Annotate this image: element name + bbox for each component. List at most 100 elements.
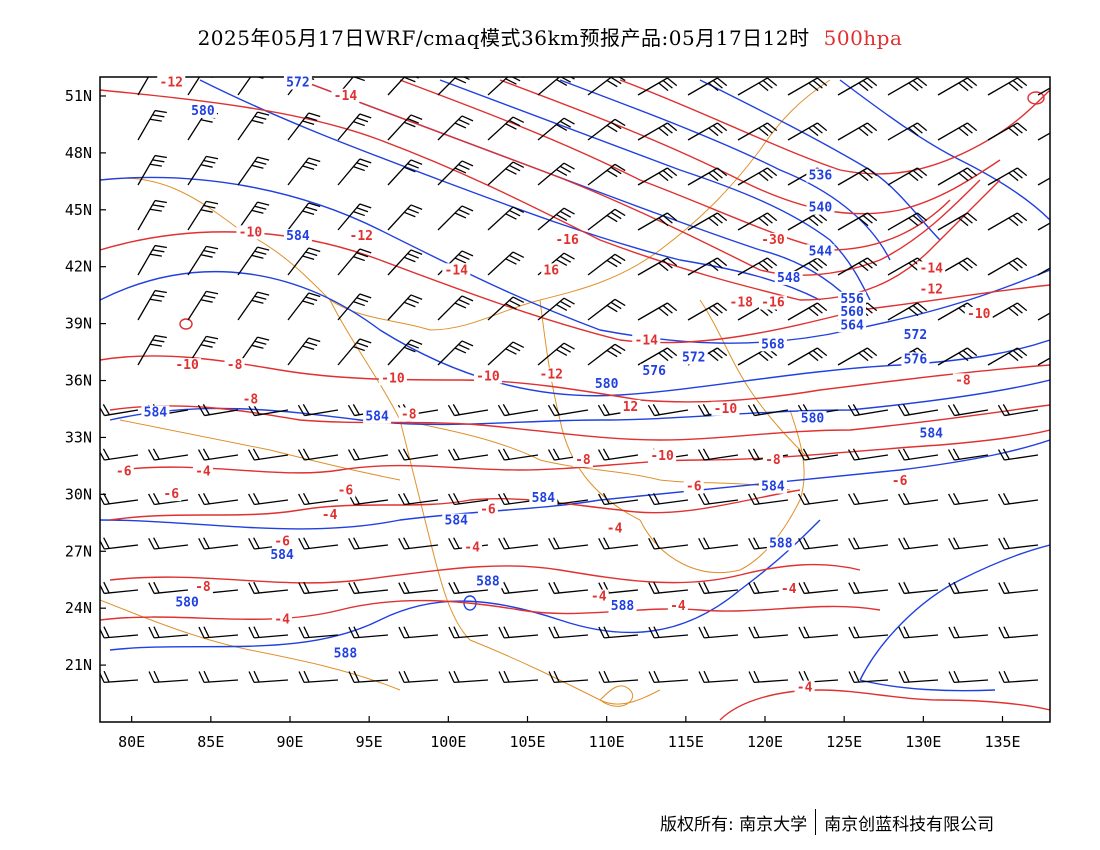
wind-barb-feather xyxy=(708,217,719,227)
lat-tick-label: 24N xyxy=(65,599,92,617)
height-contour-label-bg xyxy=(473,574,502,589)
lat-tick-label: 42N xyxy=(65,258,92,276)
wind-barb-feather xyxy=(667,167,678,177)
wind-barb xyxy=(937,302,968,321)
wind-barb-feather xyxy=(717,212,728,222)
wind-barb-feather xyxy=(200,209,213,213)
temperature-contour-label: -8 xyxy=(243,392,259,407)
wind-barb-feather xyxy=(556,259,568,267)
wind-barb xyxy=(587,208,616,231)
wind-barb-feather xyxy=(658,307,669,317)
wind-barb-feather xyxy=(100,583,105,594)
wind-barb-feather xyxy=(402,492,410,505)
temperature-contour-label-bg xyxy=(588,589,609,604)
wind-barb-feather xyxy=(149,298,162,302)
wind-barb-feather xyxy=(658,352,669,362)
wind-barb xyxy=(687,302,718,321)
temperature-contour-label: -6 xyxy=(686,480,702,495)
wind-barb-feather xyxy=(812,304,823,314)
wind-barb-feather xyxy=(303,670,310,683)
wind-barb xyxy=(604,499,639,506)
lon-tick-label: 135E xyxy=(984,733,1020,751)
wind-barb-feather xyxy=(597,449,605,461)
wind-barb-feather xyxy=(902,404,910,416)
wind-barb xyxy=(787,302,818,321)
wind-barb xyxy=(954,409,989,417)
wind-barb-feather xyxy=(867,212,878,222)
wind-barb-feather xyxy=(512,296,525,304)
wind-barb-feather xyxy=(1059,83,1068,91)
wind-barb-feather xyxy=(858,217,869,227)
wind-barb-feather xyxy=(253,670,260,683)
wind-barb xyxy=(537,207,565,231)
wind-barb-feather xyxy=(658,172,669,182)
wind-barb-feather xyxy=(248,582,255,594)
wind-barb-feather xyxy=(407,253,419,259)
wind-barb-feather xyxy=(462,71,473,76)
wind-barb-feather xyxy=(597,404,606,416)
wind-barb-feather xyxy=(458,208,470,216)
wind-barb-feather xyxy=(758,82,769,92)
wind-barb xyxy=(554,544,589,550)
wind-barb-feather xyxy=(148,493,155,505)
wind-barb-feather xyxy=(1059,308,1068,316)
wind-barb-feather xyxy=(509,164,521,172)
wind-barb xyxy=(104,499,139,506)
wind-barb xyxy=(954,499,989,506)
wind-barb-feather xyxy=(152,204,165,208)
height-contour-label-bg xyxy=(529,490,558,505)
wind-barb-feather xyxy=(403,77,416,83)
wind-barb-feather xyxy=(198,493,205,505)
wind-barb-feather xyxy=(606,349,618,358)
wind-barb-feather xyxy=(254,250,267,255)
wind-barb-feather xyxy=(410,294,423,300)
wind-barb-feather xyxy=(753,581,760,594)
wind-barb-feather xyxy=(667,347,678,357)
wind-barb xyxy=(687,257,718,276)
wind-barb-feather xyxy=(1017,167,1028,177)
wind-barb-feather xyxy=(203,204,216,209)
wind-barb xyxy=(904,679,939,684)
wind-barb-feather xyxy=(402,448,410,460)
wind-barb-feather xyxy=(251,344,264,349)
wind-barb xyxy=(187,245,207,276)
wind-barb-feather xyxy=(912,79,923,89)
wind-barb-feather xyxy=(808,352,819,362)
wind-barb-feather xyxy=(948,582,955,594)
wind-barb-feather xyxy=(453,670,460,683)
wind-barb-feather xyxy=(200,299,213,303)
wind-barb xyxy=(104,679,139,684)
wind-barb xyxy=(754,679,789,684)
wind-barb-feather xyxy=(154,289,167,294)
wind-barb xyxy=(304,544,339,550)
wind-barb-feather xyxy=(153,626,160,638)
wind-barb-feather xyxy=(498,538,505,550)
wind-barb-feather xyxy=(947,449,955,461)
wind-barb-feather xyxy=(767,122,778,132)
height-contour-label-bg xyxy=(188,103,217,118)
wind-barb xyxy=(904,409,939,417)
wind-barb-feather xyxy=(152,492,160,505)
wind-barb-feather xyxy=(962,214,973,224)
wind-barb xyxy=(104,454,139,461)
temperature-contour-label: -8 xyxy=(955,373,971,388)
wind-barb-feather xyxy=(257,336,270,341)
wind-barb-feather xyxy=(198,626,205,639)
wind-barb xyxy=(437,115,463,141)
wind-barb-feather xyxy=(662,304,673,314)
wind-barb xyxy=(837,347,868,366)
wind-barb-feather xyxy=(1003,670,1010,683)
wind-barb xyxy=(904,544,939,550)
wind-barb-feather xyxy=(204,71,216,73)
wind-barb xyxy=(254,499,289,506)
wind-barb-feather xyxy=(556,169,568,177)
wind-barb-feather xyxy=(903,670,910,683)
lon-tick-label: 110E xyxy=(589,733,625,751)
wind-barb-feather xyxy=(667,302,678,312)
wind-barb-feather xyxy=(556,304,568,312)
wind-barb-feather xyxy=(103,626,110,638)
wind-barb-feather xyxy=(717,302,728,312)
temperature-contours xyxy=(100,79,1050,721)
wind-barb-feather xyxy=(302,165,315,171)
wind-barb-feather xyxy=(257,156,270,161)
